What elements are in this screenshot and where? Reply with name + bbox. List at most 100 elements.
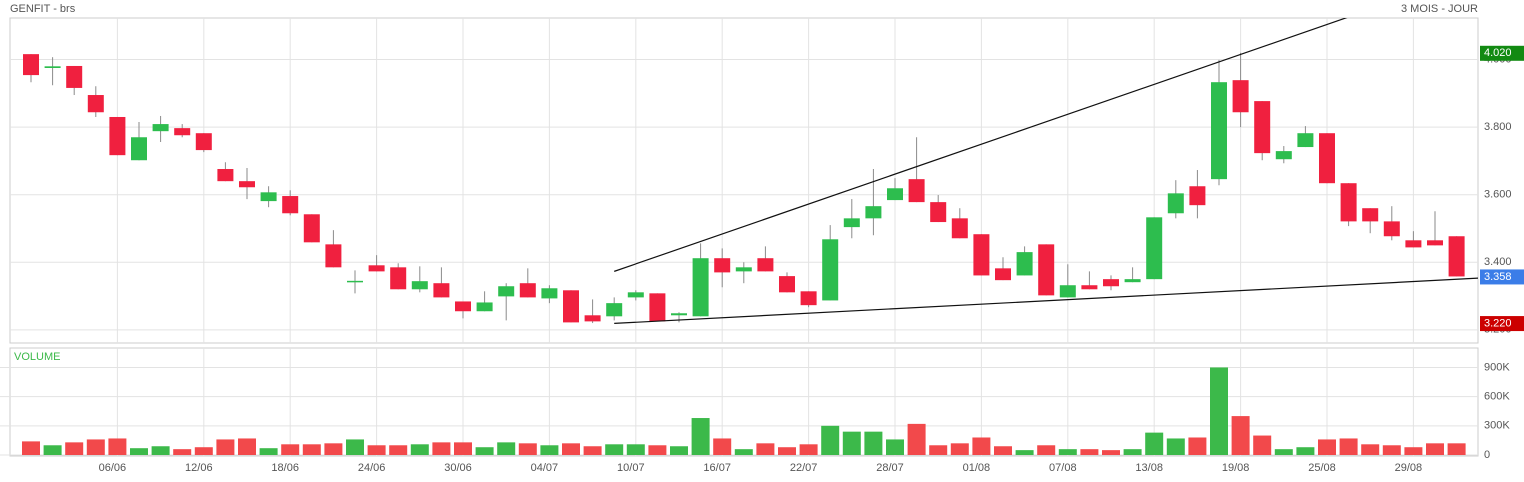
volume-bar	[994, 446, 1012, 455]
volume-bar	[259, 448, 278, 455]
volume-bar	[216, 439, 235, 455]
x-tick-label: 04/07	[531, 462, 559, 474]
candle-body	[174, 128, 191, 136]
volume-bar	[691, 418, 710, 455]
volume-bar	[346, 439, 364, 455]
candle-body	[152, 124, 169, 132]
y-tick-label: 600K	[1484, 391, 1510, 403]
volume-bar	[1318, 439, 1336, 455]
volume-panel	[9, 347, 1479, 457]
x-tick-label: 30/06	[444, 462, 472, 474]
price-badge	[1480, 45, 1524, 61]
candle-body	[865, 206, 882, 219]
candle-body	[476, 302, 493, 312]
volume-bar	[648, 445, 667, 455]
volume-bar	[907, 423, 926, 455]
volume-bar	[1382, 445, 1401, 455]
candle-body	[519, 283, 536, 298]
volume-bar	[108, 438, 127, 455]
volume-bar	[1253, 435, 1272, 455]
x-tick-label: 12/06	[185, 462, 213, 474]
candle-body	[131, 137, 147, 161]
volume-bar	[562, 443, 580, 455]
candle-body	[779, 276, 795, 293]
volume-bar	[1188, 437, 1207, 455]
candle-body	[368, 265, 385, 272]
volume-bar	[1015, 450, 1034, 455]
volume-bar	[1123, 449, 1142, 455]
candle-body	[1081, 285, 1098, 290]
candle-body	[44, 66, 61, 68]
chart-subtitle: 3 MOIS - JOUR	[1401, 3, 1478, 15]
candle-body	[735, 267, 752, 272]
candle-body	[1038, 244, 1055, 296]
volume-bar	[22, 441, 40, 455]
y-tick-label: 3.600	[1484, 189, 1512, 201]
candle-body	[757, 258, 774, 272]
candle-body	[1405, 240, 1422, 248]
candle-body	[109, 116, 126, 156]
volume-bar	[821, 425, 840, 455]
candle-body	[1232, 80, 1249, 113]
candle-body	[390, 267, 407, 290]
candle-body	[606, 303, 623, 317]
y-tick-label: 3.400	[1484, 256, 1512, 268]
candle-body	[1297, 133, 1314, 148]
candle-body	[973, 234, 990, 276]
volume-bar	[238, 438, 256, 455]
volume-bar	[1296, 447, 1315, 455]
candle-body	[217, 169, 234, 182]
x-tick-label: 01/08	[963, 462, 991, 474]
volume-bar	[583, 446, 602, 455]
candle-body	[1189, 186, 1206, 206]
volume-bar	[1080, 449, 1099, 455]
candle-body	[887, 188, 903, 201]
volume-bar	[497, 442, 516, 455]
volume-bar	[1231, 416, 1250, 455]
volume-bar	[1274, 449, 1293, 455]
volume-bar	[151, 446, 170, 455]
candle-body	[1383, 221, 1400, 237]
volume-title: VOLUME	[14, 351, 60, 363]
x-tick-label: 16/07	[703, 462, 731, 474]
volume-bar	[1447, 443, 1466, 455]
candle-body	[951, 218, 968, 239]
y-tick-label: 900K	[1484, 361, 1510, 373]
x-tick-label: 29/08	[1395, 462, 1423, 474]
volume-bar	[410, 444, 429, 455]
candle-body	[433, 283, 450, 298]
x-tick-label: 19/08	[1222, 462, 1250, 474]
x-tick-label: 18/06	[271, 462, 299, 474]
volume-bar	[734, 449, 753, 455]
volume-bar	[605, 444, 624, 455]
candle-body	[347, 280, 363, 283]
volume-bar	[626, 444, 645, 455]
volume-bar	[43, 445, 62, 455]
candle-body	[930, 202, 947, 223]
volume-bar	[86, 439, 105, 455]
volume-bar	[842, 431, 861, 455]
candle-body	[563, 290, 579, 323]
volume-bar	[540, 445, 559, 455]
candle-body	[671, 313, 687, 316]
x-tick-label: 24/06	[358, 462, 386, 474]
y-tick-label: 0	[1484, 449, 1490, 461]
candle-body	[325, 244, 342, 268]
x-tick-label: 06/06	[99, 462, 127, 474]
candle-body	[1167, 193, 1184, 214]
y-tick-label: 3.800	[1484, 121, 1512, 133]
volume-bar	[799, 444, 818, 455]
volume-bar	[713, 438, 732, 455]
trendline	[614, 277, 1478, 325]
volume-bar	[886, 439, 904, 455]
candle-body	[692, 258, 709, 317]
candle-body	[1016, 252, 1033, 276]
candle-body	[1059, 285, 1076, 298]
candle-body	[649, 293, 666, 322]
volume-bar	[1166, 438, 1185, 455]
candle-body	[714, 258, 731, 273]
volume-bar	[302, 444, 321, 455]
candle-body	[66, 65, 83, 88]
